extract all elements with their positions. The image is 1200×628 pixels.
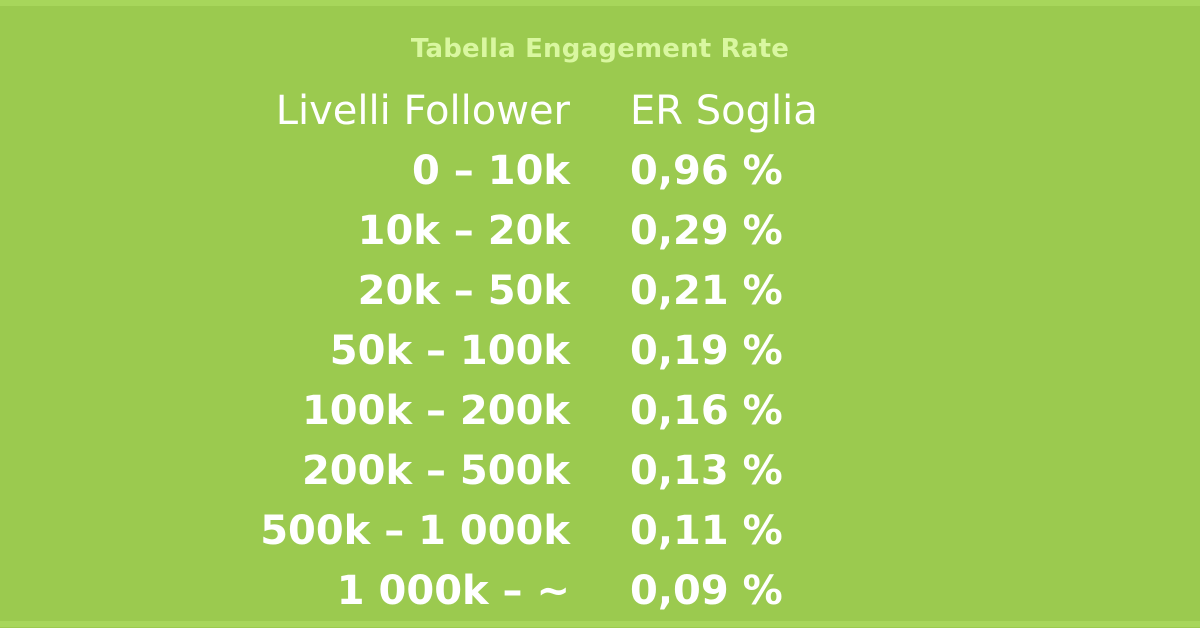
- er-value: 0,09 %: [630, 568, 783, 614]
- er-value: 0,16 %: [630, 388, 783, 434]
- table-row: 200k – 500k 0,13 %: [0, 448, 1200, 508]
- er-value: 0,19 %: [630, 328, 783, 374]
- table-row: 50k – 100k 0,19 %: [0, 328, 1200, 388]
- table-row: 100k – 200k 0,16 %: [0, 388, 1200, 448]
- er-value: 0,11 %: [630, 508, 783, 554]
- er-value: 0,29 %: [630, 208, 783, 254]
- table-row: 500k – 1 000k 0,11 %: [0, 508, 1200, 568]
- table-row: 1 000k – ~ 0,09 %: [0, 568, 1200, 628]
- follower-range: 0 – 10k: [412, 148, 570, 194]
- table-row: 0 – 10k 0,96 %: [0, 148, 1200, 208]
- follower-range: 500k – 1 000k: [260, 508, 570, 554]
- table-row: 20k – 50k 0,21 %: [0, 268, 1200, 328]
- follower-range: 100k – 200k: [301, 388, 570, 434]
- follower-range: 20k – 50k: [357, 268, 570, 314]
- follower-range: 200k – 500k: [301, 448, 570, 494]
- table-header-row: Livelli Follower ER Soglia: [0, 88, 1200, 148]
- header-follower-levels: Livelli Follower: [275, 88, 570, 134]
- header-er-threshold: ER Soglia: [630, 88, 818, 134]
- er-value: 0,13 %: [630, 448, 783, 494]
- er-value: 0,21 %: [630, 268, 783, 314]
- table-row: 10k – 20k 0,29 %: [0, 208, 1200, 268]
- follower-range: 1 000k – ~: [336, 568, 570, 614]
- table-title: Tabella Engagement Rate: [410, 34, 790, 64]
- follower-range: 10k – 20k: [357, 208, 570, 254]
- er-value: 0,96 %: [630, 148, 783, 194]
- follower-range: 50k – 100k: [329, 328, 570, 374]
